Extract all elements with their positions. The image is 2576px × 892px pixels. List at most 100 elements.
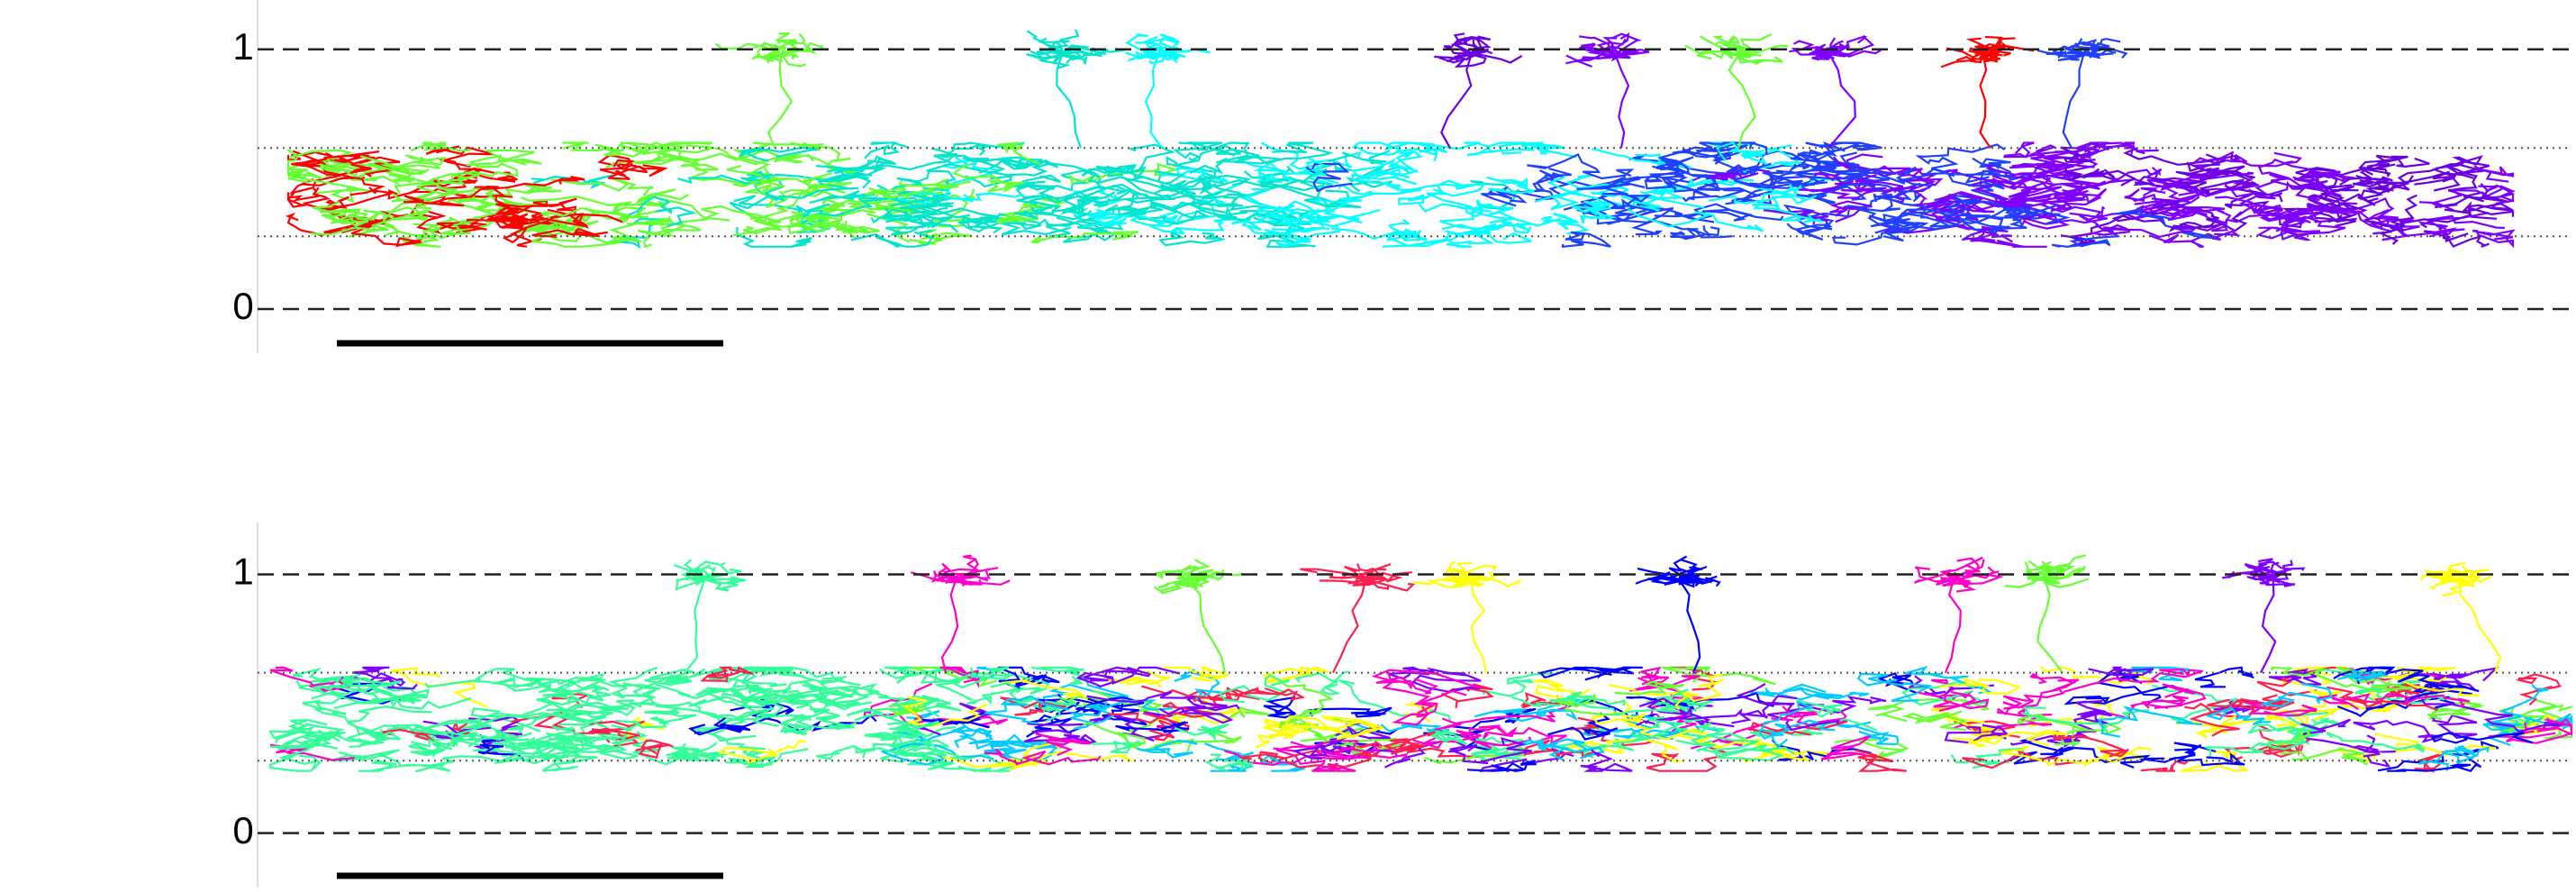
neuron-trace (2300, 718, 2396, 753)
neuron-arbor (2045, 49, 2084, 56)
neuron-arbor (2257, 575, 2274, 585)
neuron-trace (2140, 758, 2191, 772)
neuron-arbor (1829, 36, 1875, 58)
neuron-trace (2444, 745, 2476, 764)
neuron-trace (1670, 225, 1720, 241)
neuron-trace (455, 733, 519, 754)
neuron-trace (1189, 141, 1250, 164)
neuron-trace (942, 742, 1061, 770)
neuron-trace (2297, 689, 2344, 721)
neuron-arbor (1738, 32, 1773, 56)
neuron-trace (286, 168, 323, 184)
neuron-trace (1338, 181, 1422, 196)
neuron-trace (413, 177, 475, 210)
neuron-trace (635, 192, 709, 237)
neuron-arbor (1829, 37, 1838, 56)
neuron-trace (1612, 700, 1646, 724)
neuron-trace (1479, 747, 1574, 772)
neuron-trace (1798, 179, 1887, 199)
neuron-trace (2175, 715, 2248, 740)
neuron-trace (742, 189, 804, 235)
y-tick-label: 0 (232, 285, 253, 327)
neuron-trace (2075, 699, 2113, 726)
neuron-trace (1381, 731, 1436, 755)
neuron-arbor (1365, 578, 1390, 590)
neuron-arbor (2045, 565, 2086, 581)
neuron-trace (701, 205, 782, 224)
neuron-trace (1354, 722, 1450, 733)
neuron-trace (363, 206, 431, 223)
neuron-trace (2326, 731, 2426, 753)
neuron-axon (1678, 578, 1701, 674)
neuron-trace (2063, 168, 2136, 187)
neuron-trace (1839, 151, 1921, 201)
neuron-trace (494, 205, 587, 228)
neuron-trace (634, 150, 699, 166)
neuron-trace (1782, 204, 1835, 241)
neuron-trace (1731, 683, 1795, 724)
neuron-trace (952, 163, 1025, 193)
neuron-trace (1142, 712, 1190, 742)
neuron-trace (2247, 701, 2318, 716)
neuron-trace (2280, 747, 2369, 766)
neuron-trace (1046, 216, 1105, 239)
neuron-trace (879, 666, 974, 701)
neuron-trace (2473, 165, 2515, 183)
neuron-trace (507, 711, 567, 734)
neuron-trace (687, 716, 751, 736)
neuron-trace (459, 154, 519, 180)
neuron-trace (410, 141, 471, 152)
neuron-trace (2338, 196, 2414, 229)
neuron-trace (1914, 186, 1961, 223)
neuron-trace (1964, 157, 2011, 184)
neuron-traces (285, 29, 2516, 250)
neuron-trace (1330, 227, 1428, 242)
neuron-trace (540, 753, 598, 772)
neuron-trace (692, 666, 766, 679)
neuron-trace (2378, 194, 2418, 245)
neuron-trace (1711, 141, 1768, 160)
neuron-trace (2003, 141, 2091, 159)
neuron-trace (2291, 716, 2347, 735)
neuron-trace (1793, 168, 1897, 188)
neuron-trace (1014, 195, 1093, 221)
neuron-trace (1626, 696, 1689, 707)
neuron-trace (269, 743, 355, 761)
neuron-trace (1793, 209, 1850, 236)
neuron-trace (2268, 669, 2322, 686)
neuron-arbor (1061, 48, 1109, 59)
neuron-trace (2125, 666, 2191, 682)
neuron-trace (566, 678, 662, 706)
neuron-trace (1075, 666, 1138, 688)
neuron-trace (1039, 678, 1129, 705)
neuron-trace (2282, 205, 2393, 235)
neuron-trace (1422, 231, 1495, 248)
neuron-axon (1056, 54, 1083, 149)
neuron-trace (1760, 700, 1814, 749)
neuron-trace (1673, 673, 1724, 711)
neuron-trace (1204, 753, 1254, 772)
neuron-trace (795, 196, 888, 218)
neuron-trace (2299, 170, 2355, 187)
neuron-trace (352, 666, 393, 685)
neuron-axon (1332, 578, 1367, 674)
neuron-trace (1646, 172, 1711, 201)
neuron-trace (502, 732, 629, 751)
neuron-trace (605, 143, 685, 168)
neuron-trace (921, 712, 990, 729)
neuron-trace (359, 155, 458, 196)
neuron-trace (2394, 666, 2481, 698)
neuron-arbor (1454, 53, 1487, 68)
neuron-trace (2308, 183, 2345, 209)
neuron-trace (1451, 737, 1533, 765)
neuron-arbor (1940, 54, 1984, 68)
neuron-arbor (1465, 564, 1499, 581)
neuron-axon (1470, 579, 1488, 673)
neuron-trace (2363, 206, 2515, 228)
neuron-trace (951, 141, 1025, 156)
neuron-trace (1854, 193, 1918, 228)
neuron-trace (827, 220, 880, 234)
neuron-trace (1383, 141, 1442, 162)
neuron-trace (391, 191, 504, 212)
neuron-trace (390, 667, 488, 708)
